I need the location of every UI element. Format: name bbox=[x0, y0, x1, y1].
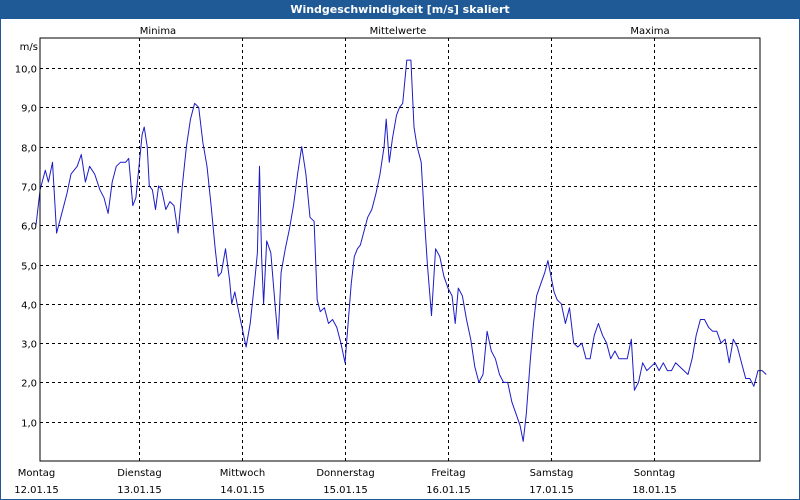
y-axis-unit: m/s bbox=[20, 42, 38, 53]
x-tick-weekday: Samstag bbox=[530, 468, 574, 479]
x-tick-weekday: Mittwoch bbox=[220, 468, 265, 479]
x-tick-weekday: Montag bbox=[18, 468, 55, 479]
y-tick-label: 4,0 bbox=[21, 301, 37, 312]
y-tick-label: 3,0 bbox=[21, 340, 37, 351]
legend-mittelwerte: Mittelwerte bbox=[370, 26, 427, 37]
y-tick-label: 10,0 bbox=[15, 65, 37, 76]
chart-title: Windgeschwindigkeit [m/s] skaliert bbox=[0, 0, 800, 19]
plot-area-border bbox=[39, 37, 761, 462]
y-tick-label: 9,0 bbox=[21, 104, 37, 115]
x-tick-date: 14.01.15 bbox=[220, 485, 265, 496]
y-tick-label: 1,0 bbox=[21, 419, 37, 430]
x-tick-weekday: Dienstag bbox=[117, 468, 162, 479]
series-line-mittelwerte bbox=[35, 59, 767, 442]
x-tick-weekday: Sonntag bbox=[634, 468, 676, 479]
y-tick-label: 2,0 bbox=[21, 379, 37, 390]
y-tick-label: 6,0 bbox=[21, 222, 37, 233]
y-tick-label: 5,0 bbox=[21, 262, 37, 273]
x-tick-weekday: Freitag bbox=[431, 468, 465, 479]
x-tick-date: 13.01.15 bbox=[117, 485, 162, 496]
x-tick-date: 17.01.15 bbox=[529, 485, 574, 496]
y-tick-labels: 1,0 2,0 3,0 4,0 5,0 6,0 7,0 8,0 9,0 10,0 bbox=[15, 65, 37, 430]
x-tick-date: 16.01.15 bbox=[426, 485, 471, 496]
legend-minima: Minima bbox=[140, 26, 176, 37]
series-lines bbox=[35, 59, 767, 442]
y-tick-label: 8,0 bbox=[21, 144, 37, 155]
legend-maxima: Maxima bbox=[630, 26, 669, 37]
x-tick-date: 18.01.15 bbox=[632, 485, 677, 496]
grid-lines bbox=[40, 38, 760, 461]
y-tick-label: 7,0 bbox=[21, 183, 37, 194]
x-tick-date: 12.01.15 bbox=[14, 485, 59, 496]
x-tick-weekday: Donnerstag bbox=[316, 468, 374, 479]
x-tick-labels: Montag 12.01.15 Dienstag 13.01.15 Mittwoch 14… bbox=[14, 468, 677, 496]
x-tick-date: 15.01.15 bbox=[323, 485, 368, 496]
